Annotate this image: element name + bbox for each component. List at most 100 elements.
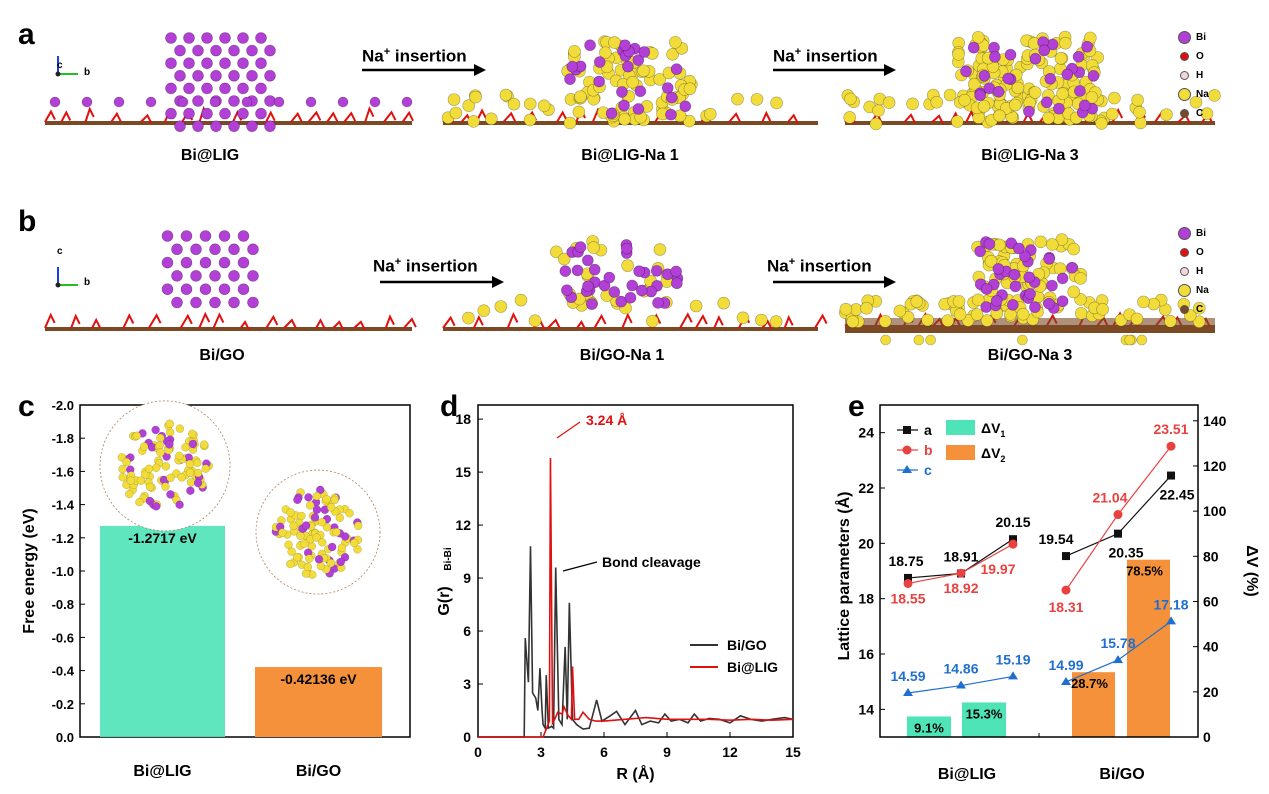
na-atom [952, 48, 965, 61]
bi-atom [992, 85, 1005, 98]
na-atom [312, 491, 321, 501]
na-atom [499, 88, 513, 102]
na-atom [755, 313, 768, 327]
tick-label: 9 [663, 744, 671, 760]
bi-atom [327, 542, 337, 552]
oxygen-bond [556, 110, 568, 123]
bi-atom [165, 32, 177, 44]
na-atom [1108, 91, 1121, 105]
na-atom [145, 482, 155, 492]
tick-label: 0 [474, 744, 482, 760]
na-atom [869, 117, 883, 131]
legend-label: O [1196, 51, 1204, 62]
bi-atom [171, 243, 183, 256]
oxygen-bond [903, 113, 916, 124]
oxygen-bond [547, 318, 561, 329]
na-atom [332, 527, 341, 537]
oxygen-bond [814, 313, 828, 329]
oxygen-bond [122, 313, 135, 329]
data-label: -1.2717 eV [128, 530, 197, 546]
na-atom [161, 482, 170, 491]
bi-atom [1056, 272, 1069, 285]
bi-atom [1087, 70, 1100, 82]
bi-atom [113, 96, 125, 108]
tick-label: -1.4 [52, 498, 75, 513]
atom-swatch-icon [1179, 71, 1189, 80]
marker-square-icon [903, 426, 911, 434]
na-atom [968, 77, 981, 91]
data-label: 19.97 [980, 561, 1015, 577]
panel-label-a: a [18, 18, 35, 51]
bi-atom [1008, 268, 1021, 281]
oxygen-bond [472, 314, 484, 329]
tick-label: 40 [1203, 639, 1219, 655]
bi-atom [992, 263, 1005, 275]
bi-atom [201, 82, 213, 95]
bi-atom [632, 54, 645, 66]
na-atom [557, 252, 571, 266]
oxygen-bond [179, 313, 193, 329]
legend-entry: Na [1176, 281, 1209, 300]
bi-atom [1013, 242, 1025, 255]
tick-label: 24 [858, 425, 874, 441]
data-label: 14.59 [890, 668, 925, 684]
bi-atom [621, 242, 633, 255]
na-atom [312, 533, 321, 542]
tick-label: 12 [722, 744, 738, 760]
na-atom [139, 442, 149, 451]
legend-swatch [946, 420, 975, 435]
bi-atom [237, 57, 249, 70]
na-atom [152, 463, 161, 473]
bi-atom [616, 86, 628, 98]
bi-atom [666, 91, 678, 104]
na-atom [326, 558, 336, 568]
atom-swatch-icon [1179, 52, 1189, 61]
na-atom [951, 115, 964, 128]
tick-label: 20 [858, 535, 874, 551]
bi-atom [171, 270, 183, 282]
arrow-head-icon [884, 276, 896, 288]
bi-atom [1009, 280, 1022, 293]
marker-square-icon [1167, 471, 1175, 480]
bi-atom [960, 65, 972, 78]
marker-triangle-icon [1113, 655, 1123, 664]
na-atom [1055, 233, 1069, 246]
tick-label: 0 [1203, 729, 1211, 745]
bi-atom [305, 96, 317, 108]
bi-atom [171, 296, 183, 309]
na-atom [284, 540, 293, 549]
na-atom [921, 313, 934, 327]
na-atom [305, 554, 314, 563]
data-label: 15.3% [966, 706, 1003, 721]
tick-label: 20 [1203, 684, 1219, 700]
na-atom [750, 93, 764, 106]
panel-label-e: e [848, 390, 865, 423]
na-atom [993, 238, 1006, 252]
legend-label-sub: 1 [1000, 429, 1005, 439]
bi-atom [974, 245, 986, 258]
na-atom [201, 464, 210, 473]
marker-circle-icon [956, 568, 966, 578]
structure-label: Bi@LIG-Na 1 [581, 147, 679, 164]
bi-atom [228, 243, 240, 256]
tick-label: 0 [463, 729, 471, 745]
na-atom [318, 538, 327, 547]
na-atom [125, 489, 134, 499]
na-atom [1011, 81, 1025, 95]
oxygen-bond [761, 110, 772, 123]
na-atom [1200, 107, 1214, 120]
bi-atom [165, 440, 174, 449]
tick-label: 140 [1203, 413, 1227, 429]
bar-deltaV1 [907, 716, 951, 737]
na-atom [860, 301, 873, 315]
bi-atom [1005, 237, 1018, 250]
legend-entry: H [1176, 262, 1209, 281]
oxygen-bond [140, 113, 153, 124]
na-atom [906, 97, 919, 111]
bi-atom [219, 57, 231, 70]
na-atom [467, 115, 480, 128]
bi-atom [608, 286, 621, 298]
na-atom [1045, 238, 1059, 251]
na-atom [132, 431, 141, 441]
oxygen-bond [60, 110, 72, 123]
